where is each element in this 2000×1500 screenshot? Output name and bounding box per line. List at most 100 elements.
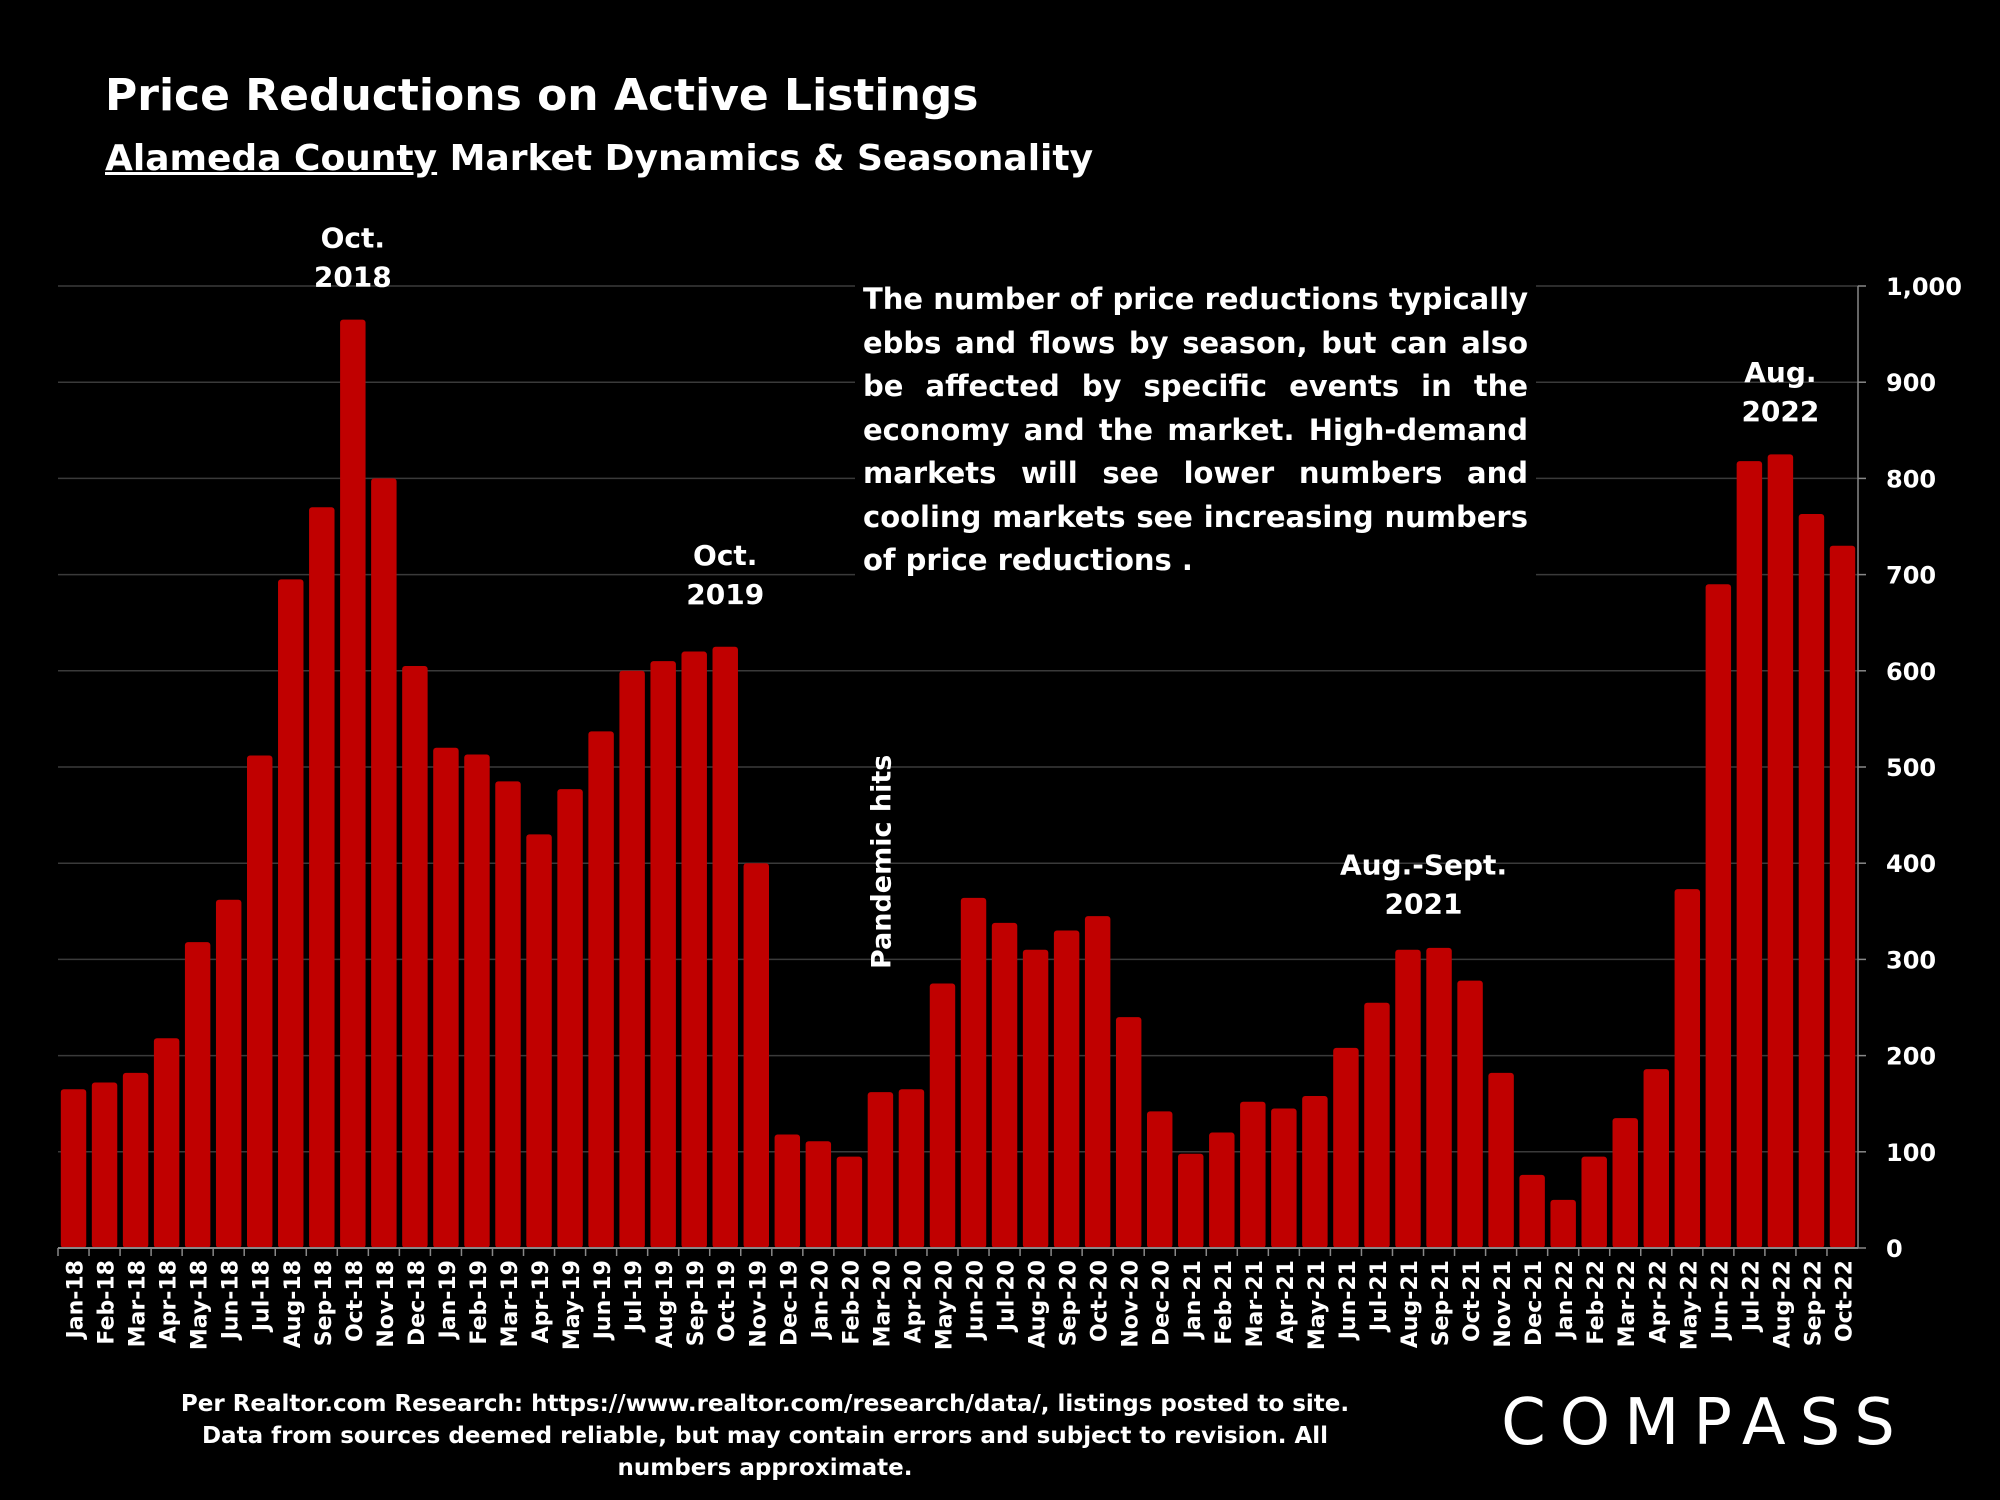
annotation-label: Oct. 2018 bbox=[314, 222, 392, 294]
bar bbox=[805, 1141, 832, 1248]
bar bbox=[1333, 1047, 1359, 1248]
bar bbox=[1612, 1118, 1638, 1248]
bar bbox=[960, 897, 987, 1248]
annotation-line: Aug.-Sept. bbox=[1340, 849, 1507, 882]
annotation-line: 2021 bbox=[1385, 888, 1463, 921]
x-tick-label: Aug-20 bbox=[1026, 1260, 1051, 1348]
bar bbox=[247, 755, 273, 1248]
annotation-line: 2022 bbox=[1741, 395, 1819, 428]
bar bbox=[1488, 1072, 1514, 1248]
subtitle-county: Alameda County bbox=[105, 138, 438, 179]
bar bbox=[898, 1089, 925, 1248]
bar bbox=[495, 781, 521, 1248]
x-tick-label: Feb-21 bbox=[1212, 1260, 1237, 1345]
x-tick-label: Aug-18 bbox=[281, 1260, 306, 1348]
bar bbox=[1767, 454, 1794, 1249]
x-tick-label: Jul-22 bbox=[1739, 1260, 1764, 1333]
bar bbox=[1426, 947, 1452, 1248]
annotation-line: Oct. bbox=[321, 222, 385, 255]
compass-logo: COMPASS bbox=[1501, 1386, 1895, 1458]
x-tick-label: Apr-21 bbox=[1274, 1260, 1299, 1343]
x-tick-label: Sep-22 bbox=[1801, 1260, 1826, 1346]
bar bbox=[215, 899, 242, 1248]
x-tick-label: Apr-20 bbox=[901, 1260, 926, 1343]
bar bbox=[1736, 461, 1763, 1249]
annotation-label: Aug.-Sept. 2021 bbox=[1340, 849, 1507, 921]
x-tick-label: Feb-19 bbox=[467, 1260, 492, 1345]
x-tick-label: Aug-21 bbox=[1398, 1260, 1423, 1348]
bar bbox=[650, 661, 676, 1248]
y-tick-label: 100 bbox=[1886, 1139, 1936, 1167]
y-tick-label: 400 bbox=[1886, 850, 1936, 878]
x-tick-label: Nov-21 bbox=[1491, 1260, 1516, 1348]
bar bbox=[526, 834, 552, 1248]
x-tick-label: Jul-19 bbox=[622, 1260, 647, 1333]
x-tick-label: Mar-19 bbox=[498, 1260, 523, 1347]
annotation-label: Oct. 2019 bbox=[686, 539, 764, 611]
bar bbox=[1271, 1108, 1297, 1248]
chart-subtitle: Alameda County Market Dynamics & Seasona… bbox=[105, 138, 1093, 179]
bar bbox=[122, 1072, 149, 1248]
y-tick-label: 800 bbox=[1886, 465, 1936, 493]
x-tick-label: Apr-19 bbox=[529, 1260, 554, 1343]
x-tick-label: Sep-18 bbox=[312, 1260, 337, 1346]
bar bbox=[1798, 513, 1825, 1248]
bar bbox=[1705, 584, 1732, 1248]
bar bbox=[1364, 1002, 1390, 1248]
x-tick-label: Sep-21 bbox=[1429, 1260, 1454, 1346]
x-tick-label: Oct-19 bbox=[715, 1260, 740, 1342]
y-tick-label: 500 bbox=[1886, 754, 1936, 782]
bar bbox=[1550, 1199, 1576, 1248]
bar bbox=[588, 731, 614, 1248]
y-tick-label: 900 bbox=[1886, 369, 1936, 397]
bar bbox=[1643, 1069, 1669, 1248]
annotation-line: Aug. bbox=[1744, 356, 1816, 389]
bar bbox=[1519, 1174, 1545, 1248]
bar bbox=[836, 1156, 863, 1248]
annotation-line: 2018 bbox=[314, 261, 392, 294]
x-tick-label: Oct-22 bbox=[1832, 1260, 1857, 1342]
x-tick-label: Nov-18 bbox=[374, 1260, 399, 1348]
x-tick-label: Dec-19 bbox=[777, 1260, 802, 1346]
bar bbox=[743, 863, 769, 1248]
x-tick-label: Oct-21 bbox=[1460, 1260, 1485, 1342]
bar bbox=[433, 747, 459, 1248]
x-tick-label: Apr-18 bbox=[157, 1260, 182, 1343]
bar bbox=[464, 754, 490, 1248]
x-tick-label: Dec-18 bbox=[405, 1260, 430, 1346]
x-tick-label: Jan-19 bbox=[436, 1260, 461, 1340]
subtitle-rest: Market Dynamics & Seasonality bbox=[437, 138, 1094, 179]
bar bbox=[1829, 545, 1856, 1248]
annotation-label: Pandemic hits bbox=[866, 755, 897, 969]
bar bbox=[557, 789, 583, 1248]
x-tick-label: May-19 bbox=[560, 1260, 585, 1350]
x-tick-label: Apr-22 bbox=[1646, 1260, 1671, 1343]
x-tick-label: Jan-20 bbox=[808, 1260, 833, 1340]
x-tick-label: Oct-20 bbox=[1088, 1260, 1113, 1342]
x-tick-label: Dec-20 bbox=[1150, 1260, 1175, 1346]
bar bbox=[867, 1092, 894, 1248]
bar bbox=[278, 579, 304, 1248]
y-tick-label: 0 bbox=[1886, 1235, 1903, 1263]
annotation-line: 2019 bbox=[686, 578, 764, 611]
bar bbox=[619, 670, 645, 1248]
x-tick-label: Aug-19 bbox=[653, 1260, 678, 1348]
x-tick-label: Jul-18 bbox=[250, 1260, 275, 1333]
bar bbox=[91, 1082, 118, 1248]
x-tick-label: May-18 bbox=[188, 1260, 213, 1350]
x-tick-label: Jul-21 bbox=[1367, 1260, 1392, 1333]
x-tick-label: Jun-21 bbox=[1336, 1260, 1361, 1341]
x-tick-label: Jun-19 bbox=[591, 1260, 616, 1341]
bar bbox=[1115, 1017, 1142, 1248]
bar bbox=[340, 319, 366, 1248]
x-tick-label: Feb-22 bbox=[1584, 1260, 1609, 1345]
x-tick-label: Jun-22 bbox=[1708, 1260, 1733, 1341]
y-tick-label: 600 bbox=[1886, 658, 1936, 686]
bar bbox=[1084, 916, 1111, 1248]
bar bbox=[1178, 1153, 1204, 1248]
bar bbox=[402, 665, 428, 1248]
x-tick-label: Mar-21 bbox=[1243, 1260, 1268, 1347]
x-tick-label: Aug-22 bbox=[1770, 1260, 1795, 1348]
bar bbox=[1395, 949, 1421, 1248]
